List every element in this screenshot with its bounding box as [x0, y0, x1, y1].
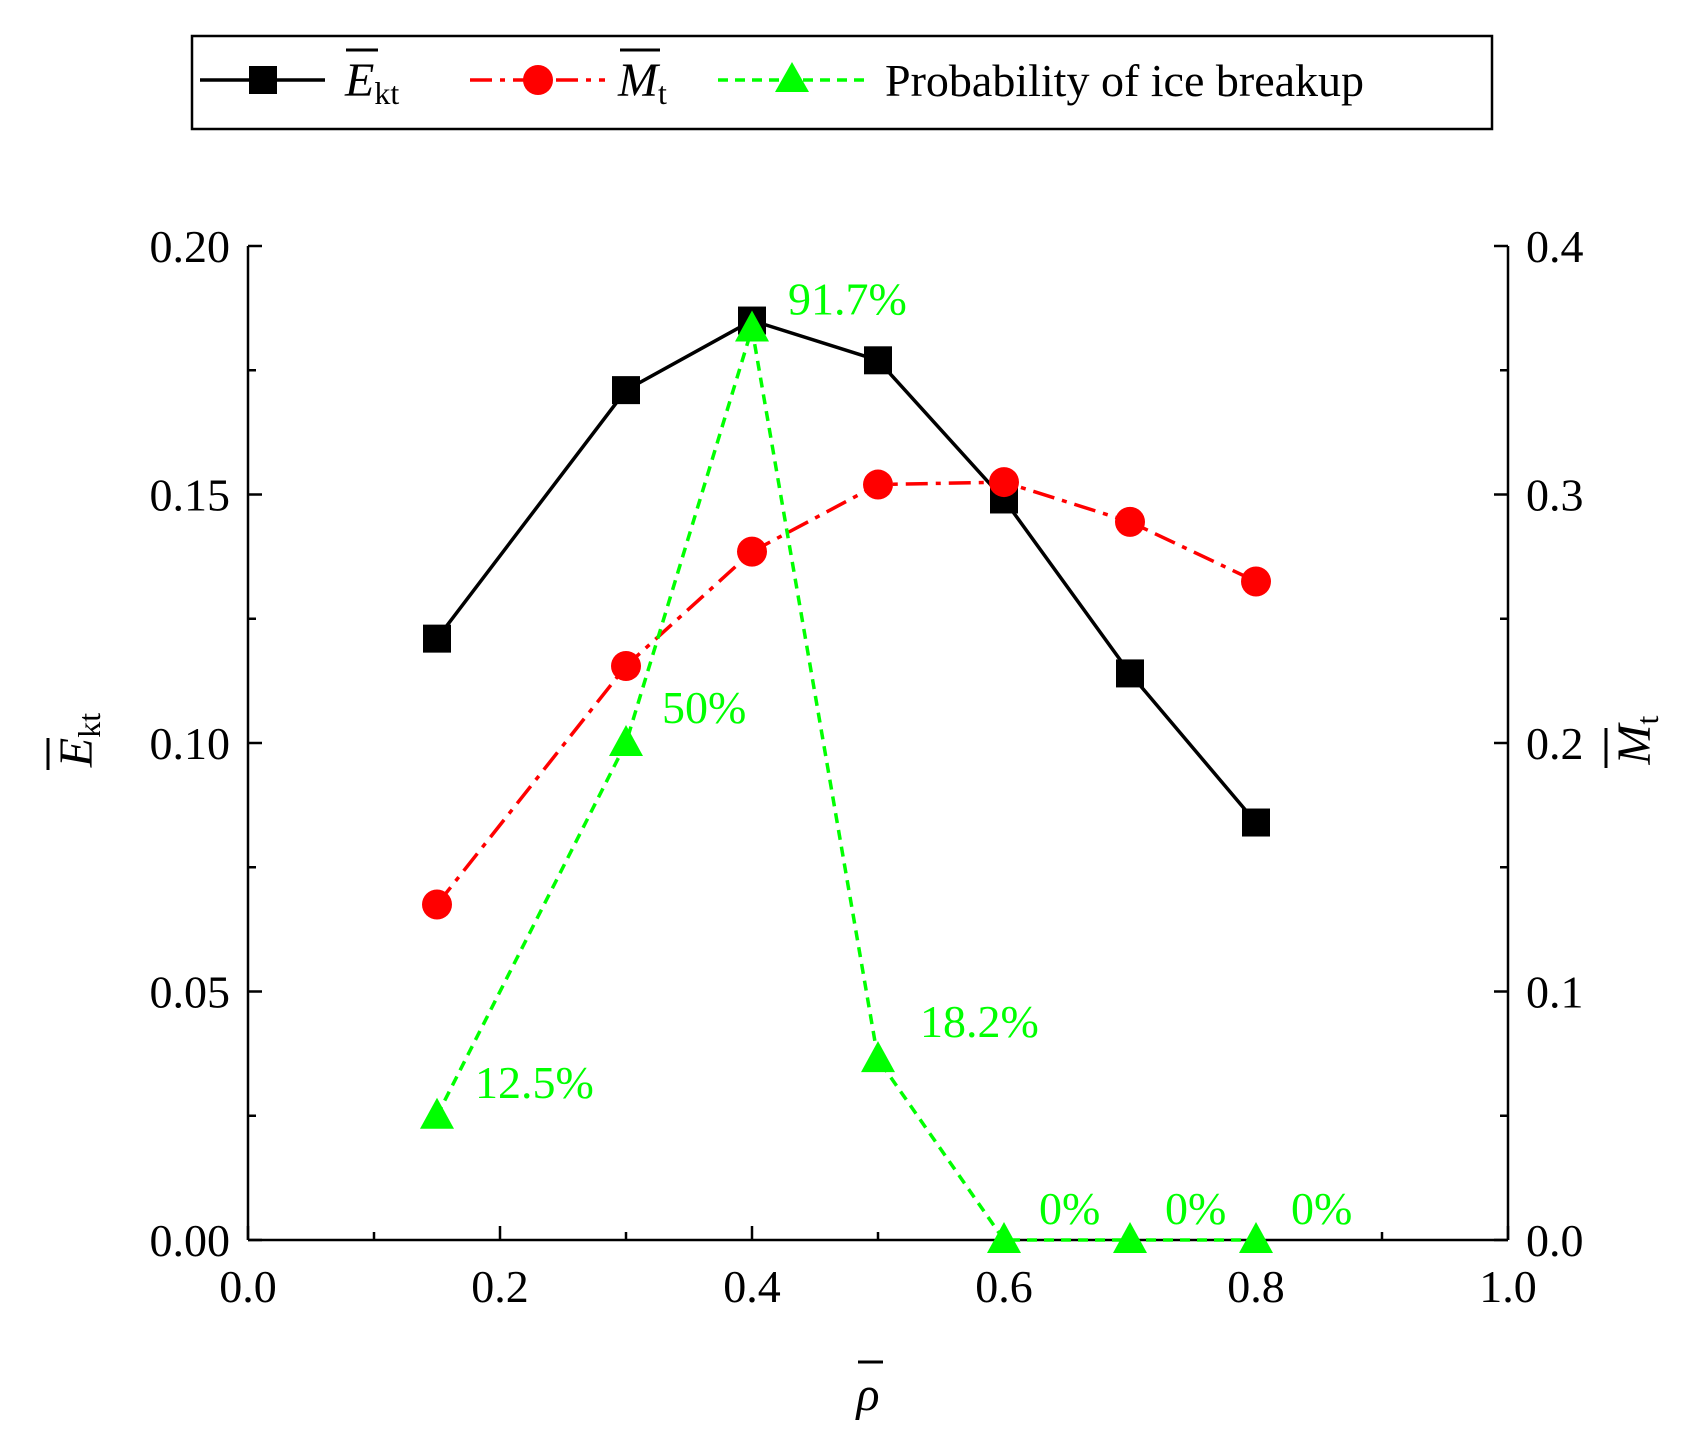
data-point-circle [611, 650, 641, 681]
y-left-axis-subscript: kt [71, 713, 107, 738]
data-point-triangle [987, 1222, 1021, 1253]
ticks [246, 244, 1510, 1242]
legend: Ekt Mt Probability of ice breakup [190, 34, 1494, 131]
data-point-circle [737, 536, 767, 567]
series-line [435, 480, 1257, 906]
axes [246, 246, 1510, 1242]
data-label: 50% [662, 682, 746, 733]
y-right-axis-title: Mt [1604, 715, 1665, 768]
legend-mt-subscript: t [658, 75, 667, 111]
legend-label-mt: Mt [617, 54, 667, 111]
data-point-circle [1241, 566, 1271, 597]
y-right-tick-label: 0.0 [1526, 1215, 1584, 1266]
data-label: 18.2% [920, 996, 1039, 1047]
y-left-tick-label: 0.15 [150, 470, 231, 521]
x-tick-label: 0.8 [1227, 1261, 1285, 1312]
legend-box [190, 34, 1494, 131]
data-point-square [612, 376, 640, 405]
data-point-circle [989, 467, 1019, 498]
y-left-axis-symbol: E [50, 738, 103, 768]
y-right-axis-label: Mt [1608, 715, 1665, 765]
y-left-tick-label: 0.05 [150, 967, 231, 1018]
data-point-circle [422, 889, 452, 920]
y-right-tick-label: 0.3 [1526, 470, 1584, 521]
legend-marker-mt [523, 65, 553, 95]
data-label: 91.7% [788, 274, 907, 325]
y-right-tick-label: 0.2 [1526, 718, 1584, 769]
series-line [435, 318, 1258, 824]
legend-mt-symbol: M [617, 54, 661, 107]
data-point-triangle [861, 1041, 895, 1073]
y-right-axis-symbol: M [1608, 721, 1661, 765]
series-square [423, 306, 1270, 837]
legend-ekt-subscript: kt [374, 75, 399, 111]
data-point-triangle [1113, 1222, 1147, 1253]
data-point-triangle [609, 725, 643, 756]
y-right-tick-label: 0.4 [1526, 221, 1584, 272]
data-label: 0% [1165, 1183, 1226, 1234]
legend-label-prob: Probability of ice breakup [885, 55, 1364, 106]
legend-label-ekt: Ekt [344, 54, 399, 111]
data-label: 0% [1039, 1183, 1100, 1234]
series-circle [422, 467, 1271, 920]
y-left-tick-label: 0.00 [150, 1215, 231, 1266]
y-left-tick-label: 0.20 [150, 221, 231, 272]
tick-labels: 0.0 0.2 0.4 0.6 0.8 1.0 0.00 0.05 0.10 0.15 0.20 0.… [150, 221, 1584, 1312]
y-right-axis-subscript: t [1629, 715, 1665, 724]
data-point-triangle [420, 1097, 454, 1129]
x-tick-label: 0.0 [219, 1261, 277, 1312]
series-triangle: 12.5% 50% 91.7% 18.2% 0% 0% 0% [420, 274, 1352, 1253]
y-left-tick-label: 0.10 [150, 718, 231, 769]
x-axis-symbol: ρ [854, 1368, 879, 1421]
y-left-axis-title: Ekt [46, 713, 107, 770]
data-point-square [423, 624, 451, 653]
data-point-square [864, 346, 892, 375]
data-point-triangle [735, 310, 769, 342]
data-point-square [1242, 808, 1270, 837]
legend-ekt-symbol: E [344, 54, 374, 107]
legend-marker-ekt [249, 66, 277, 94]
legend-marker-prob [775, 62, 809, 92]
data-point-triangle [1239, 1222, 1273, 1253]
data-label: 0% [1291, 1183, 1352, 1234]
y-right-tick-label: 0.1 [1526, 967, 1584, 1018]
x-tick-label: 1.0 [1479, 1261, 1537, 1312]
x-tick-label: 0.4 [723, 1261, 781, 1312]
plot-area: 12.5% 50% 91.7% 18.2% 0% 0% 0% [420, 274, 1352, 1253]
data-point-circle [863, 469, 893, 500]
data-point-square [1116, 659, 1144, 688]
data-point-circle [1115, 506, 1145, 537]
data-label: 12.5% [475, 1057, 594, 1108]
x-axis-title: ρ [854, 1360, 883, 1421]
x-tick-label: 0.6 [975, 1261, 1033, 1312]
y-left-axis-label: Ekt [50, 713, 107, 768]
x-tick-label: 0.2 [471, 1261, 529, 1312]
